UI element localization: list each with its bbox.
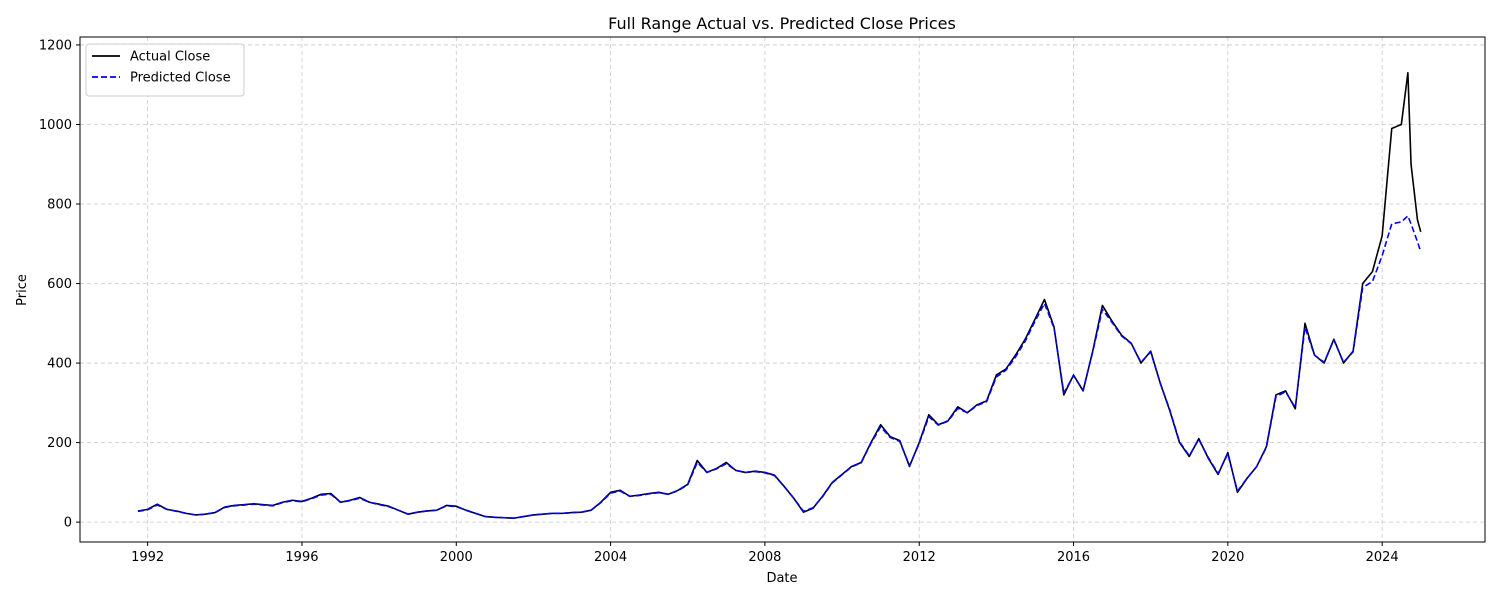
x-tick-label: 2012: [903, 550, 936, 565]
x-tick-label: 1992: [131, 550, 164, 565]
x-tick-label: 2004: [594, 550, 627, 565]
x-tick-label: 2016: [1057, 550, 1090, 565]
y-tick-label: 400: [47, 357, 72, 372]
y-axis-label: Price: [15, 274, 30, 306]
y-tick-label: 0: [64, 516, 72, 531]
x-tick-label: 2024: [1366, 550, 1399, 565]
x-tick-label: 1996: [285, 550, 318, 565]
chart-title: Full Range Actual vs. Predicted Close Pr…: [608, 14, 956, 33]
y-tick-label: 800: [47, 198, 72, 213]
plot-area: 1992 1996 2000 2004 2008 2012 2016 2020 2024 0 200…: [39, 36, 1486, 565]
x-tick-label: 2020: [1211, 550, 1244, 565]
y-tick-label: 200: [47, 436, 72, 451]
y-tick-label: 1200: [39, 38, 72, 53]
x-tick-label: 2000: [440, 550, 473, 565]
y-tick-label: 600: [47, 277, 72, 292]
y-tick-label: 1000: [39, 118, 72, 133]
legend-label: Predicted Close: [130, 71, 231, 86]
x-axis-label: Date: [766, 571, 797, 586]
series-line-predicted-close: [137, 215, 1422, 519]
legend-label: Actual Close: [130, 50, 210, 65]
x-tick-label: 2008: [748, 550, 781, 565]
legend-box: [85, 43, 245, 97]
legend: Actual Close Predicted Close: [85, 43, 245, 97]
axes-frame: [79, 36, 1486, 543]
